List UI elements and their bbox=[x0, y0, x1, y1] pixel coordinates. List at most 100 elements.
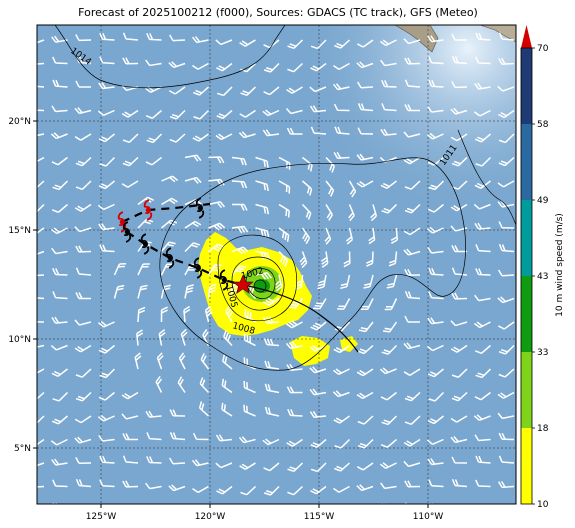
wind-barb bbox=[191, 459, 209, 467]
wind-barb bbox=[97, 320, 115, 328]
wind-barb bbox=[498, 455, 515, 464]
wind-barb bbox=[145, 156, 162, 166]
wind-barb bbox=[356, 39, 374, 48]
wind-barb bbox=[37, 315, 45, 323]
wind-barb bbox=[52, 79, 68, 88]
wind-barb bbox=[404, 104, 421, 112]
wind-barb bbox=[337, 298, 351, 310]
wind-barb bbox=[241, 506, 256, 521]
wind-barb bbox=[180, 328, 188, 346]
wind-barb bbox=[184, 284, 194, 299]
storm-position-star-icon bbox=[232, 274, 254, 295]
wind-barb bbox=[356, 484, 374, 492]
colorbar-segment-18-33 bbox=[521, 352, 532, 428]
wind-barb bbox=[37, 269, 45, 277]
wind-barb bbox=[450, 415, 468, 423]
wind-barb bbox=[278, 250, 289, 267]
wind-barb bbox=[99, 368, 116, 379]
wind-barb bbox=[497, 321, 515, 330]
wind-barb bbox=[287, 408, 303, 417]
cyclone-symbol-icon bbox=[143, 199, 153, 221]
wind-barb bbox=[286, 86, 303, 94]
wind-barb bbox=[404, 415, 421, 425]
wind-barb bbox=[160, 241, 176, 252]
wind-barb bbox=[309, 344, 327, 352]
wind-barb bbox=[239, 39, 256, 47]
wind-barb bbox=[169, 133, 186, 143]
wind-barb bbox=[231, 225, 249, 234]
wind-barb bbox=[264, 360, 280, 370]
wind-barb bbox=[497, 296, 515, 304]
wind-barb bbox=[428, 79, 444, 88]
wind-barb bbox=[51, 247, 68, 255]
lon-tick-115w: 115°W bbox=[304, 512, 335, 522]
wind-barb bbox=[287, 485, 304, 496]
wind-barb bbox=[51, 105, 68, 113]
wind-barb bbox=[334, 126, 350, 135]
wind-barb bbox=[390, 227, 398, 244]
wind-barb bbox=[404, 79, 421, 88]
wind-barb bbox=[334, 39, 351, 49]
wind-barb bbox=[37, 180, 45, 190]
wind-barb bbox=[75, 368, 92, 378]
wind-barb bbox=[278, 156, 291, 170]
wind-barb bbox=[274, 274, 283, 292]
wind-barb bbox=[333, 344, 350, 354]
lat-tick-15n: 15°N bbox=[8, 226, 31, 236]
wind-barb bbox=[497, 109, 515, 119]
wind-barb bbox=[184, 154, 202, 162]
wind-barb bbox=[403, 342, 421, 350]
wind-barb bbox=[357, 103, 374, 112]
wind-barb bbox=[99, 479, 115, 488]
wind-barb bbox=[379, 367, 397, 375]
wind-barb bbox=[428, 479, 444, 488]
wind-barb bbox=[450, 320, 468, 327]
wind-barb bbox=[262, 129, 280, 137]
wind-barb bbox=[208, 243, 225, 253]
wind-barb bbox=[348, 204, 355, 222]
wind-barb bbox=[475, 32, 491, 41]
wind-barb bbox=[168, 484, 186, 492]
wind-barb bbox=[428, 291, 444, 300]
track-line-solid bbox=[242, 284, 359, 353]
wind-barb bbox=[278, 180, 291, 194]
wind-barb bbox=[145, 59, 162, 67]
wind-barb bbox=[137, 263, 150, 276]
wind-barb bbox=[310, 462, 327, 473]
lon-tick-125w: 125°W bbox=[86, 512, 117, 522]
wind-barb bbox=[263, 462, 280, 472]
wind-barb bbox=[473, 414, 491, 422]
wind-barb bbox=[309, 388, 327, 396]
wind-barb bbox=[380, 391, 397, 401]
wind-barb bbox=[356, 180, 374, 188]
wind-barb bbox=[161, 197, 178, 206]
wind-barb bbox=[332, 390, 350, 398]
wind-barb bbox=[287, 62, 304, 73]
wind-barb bbox=[183, 305, 191, 323]
wind-barb bbox=[158, 329, 166, 346]
wind-barb bbox=[98, 133, 115, 143]
wind-barb bbox=[51, 368, 68, 377]
wind-barb bbox=[264, 505, 279, 519]
colorbar-segment-58-70 bbox=[521, 48, 532, 124]
wind-barb bbox=[215, 434, 233, 442]
wind-barb bbox=[52, 268, 68, 276]
wind-barb bbox=[208, 222, 226, 231]
wind-barb bbox=[404, 180, 421, 190]
wind-barb bbox=[428, 56, 444, 65]
wind-barb bbox=[287, 505, 303, 518]
wind-barb bbox=[51, 316, 68, 324]
wind-barb bbox=[161, 175, 179, 183]
wind-barb bbox=[231, 203, 248, 211]
wind-barb bbox=[121, 413, 139, 420]
track-forecast-upper bbox=[121, 202, 211, 223]
wind-barb bbox=[122, 57, 139, 65]
wind-barb bbox=[332, 368, 350, 376]
wind-barb bbox=[145, 505, 161, 517]
colorbar-level-43: 43 bbox=[537, 272, 548, 282]
wind-barb bbox=[403, 131, 421, 138]
wind-barb bbox=[99, 455, 115, 464]
wind-barb bbox=[37, 249, 45, 257]
wind-barb bbox=[168, 457, 186, 465]
wind-barb bbox=[309, 410, 327, 419]
